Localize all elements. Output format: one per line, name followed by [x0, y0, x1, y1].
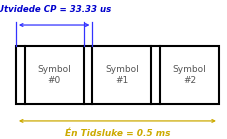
Text: Én Tidsluke = 0.5 ms: Én Tidsluke = 0.5 ms	[64, 129, 169, 138]
Text: Symbol
#2: Symbol #2	[172, 65, 205, 85]
Text: Symbol
#1: Symbol #1	[104, 65, 138, 85]
Text: Utvidede CP = 33.33 us: Utvidede CP = 33.33 us	[0, 5, 111, 14]
Bar	[16, 46, 218, 104]
Text: Symbol
#0: Symbol #0	[37, 65, 71, 85]
